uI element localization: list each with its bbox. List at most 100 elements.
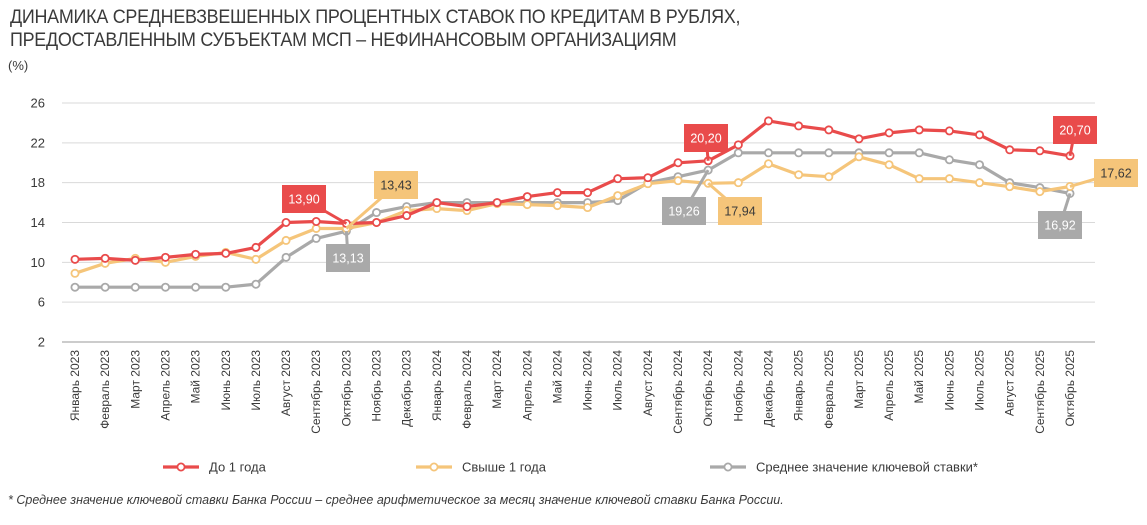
x-tick-label: Сентябрь 2025: [1033, 350, 1047, 434]
legend-label: Среднее значение ключевой ставки*: [756, 460, 978, 475]
data-point: [552, 201, 562, 211]
data-point: [372, 208, 382, 218]
footnote: * Среднее значение ключевой ставки Банка…: [8, 493, 784, 507]
data-point: [884, 128, 894, 138]
data-point: [432, 198, 442, 208]
x-tick-label: Май 2024: [550, 350, 564, 404]
x-tick-label: Июнь 2023: [219, 350, 233, 411]
callout-box: [1094, 159, 1138, 187]
data-point: [613, 174, 623, 184]
data-point: [522, 192, 532, 202]
data-point: [221, 282, 231, 292]
chart-title-line2: ПРЕДОСТАВЛЕННЫМ СУБЪЕКТАМ МСП – НЕФИНАНС…: [10, 29, 677, 51]
y-tick-label: 2: [38, 335, 45, 350]
data-point: [492, 198, 502, 208]
data-label: 13,43: [380, 179, 411, 193]
data-label: 19,26: [668, 205, 699, 219]
x-tick-label: Ноябрь 2023: [370, 350, 384, 422]
data-point: [191, 249, 201, 259]
data-point: [794, 148, 804, 158]
callout-box: [718, 197, 762, 225]
x-tick-label: Июль 2023: [249, 350, 263, 411]
data-point: [281, 217, 291, 227]
series-line: [74, 155, 1071, 275]
data-point: [824, 125, 834, 135]
data-point: [70, 254, 80, 264]
data-point: [402, 211, 412, 221]
x-tick-label: Июль 2025: [973, 350, 987, 411]
series-line: [75, 151, 1071, 289]
data-point: [1035, 187, 1045, 197]
chart-title: ДИНАМИКА СРЕДНЕВЗВЕШЕННЫХ ПРОЦЕНТНЫХ СТА…: [10, 6, 740, 52]
data-point: [191, 282, 201, 292]
data-point: [733, 140, 743, 150]
legend-label: До 1 года: [209, 460, 267, 475]
x-tick-label: Сентябрь 2024: [671, 350, 685, 434]
x-tick-label: Сентябрь 2023: [309, 350, 323, 434]
data-point: [70, 282, 80, 292]
x-tick-label: Февраль 2023: [98, 350, 112, 429]
x-tick-label: Январь 2024: [430, 350, 444, 421]
data-point: [854, 152, 864, 162]
x-tick-label: Август 2024: [641, 350, 655, 416]
x-tick-label: Июль 2024: [611, 350, 625, 411]
data-point: [130, 282, 140, 292]
data-point: [613, 191, 623, 201]
data-label: 13,13: [332, 252, 363, 266]
data-point: [160, 252, 170, 262]
x-tick-label: Апрель 2025: [882, 350, 896, 421]
data-point: [975, 178, 985, 188]
y-tick-label: 14: [31, 215, 45, 230]
data-point: [763, 148, 773, 158]
data-point: [311, 233, 321, 243]
callout-box: [684, 124, 728, 152]
legend-label: Свыше 1 года: [462, 460, 547, 475]
data-point: [643, 173, 653, 183]
callout-box: [1053, 116, 1097, 144]
x-tick-label: Май 2023: [189, 350, 203, 404]
y-tick-label: 22: [31, 135, 45, 150]
data-point: [100, 253, 110, 263]
data-point: [733, 178, 743, 188]
data-label: 17,94: [724, 205, 755, 219]
series-line: [74, 119, 1071, 262]
data-point: [884, 160, 894, 170]
callout-box: [374, 171, 418, 199]
data-point: [944, 155, 954, 165]
legend-marker: [429, 462, 439, 472]
x-tick-label: Октябрь 2023: [339, 350, 353, 427]
data-point: [1005, 145, 1015, 155]
callout-box: [282, 185, 326, 213]
data-label: 20,20: [690, 132, 721, 146]
data-point: [673, 176, 683, 186]
x-tick-label: Август 2023: [279, 350, 293, 416]
x-tick-label: Август 2025: [1003, 350, 1017, 416]
data-point: [251, 254, 261, 264]
chart-title-line1: ДИНАМИКА СРЕДНЕВЗВЕШЕННЫХ ПРОЦЕНТНЫХ СТА…: [10, 6, 741, 28]
x-tick-label: Март 2024: [490, 350, 504, 409]
data-point: [794, 121, 804, 131]
x-tick-label: Апрель 2023: [158, 350, 172, 421]
x-tick-label: Июнь 2025: [942, 350, 956, 411]
data-point: [251, 279, 261, 289]
data-point: [221, 248, 231, 258]
x-tick-label: Январь 2025: [792, 350, 806, 421]
data-point: [311, 217, 321, 227]
x-tick-label: Январь 2023: [68, 350, 82, 421]
data-point: [914, 148, 924, 158]
data-point: [914, 125, 924, 135]
data-label: 20,70: [1059, 124, 1090, 138]
data-point: [854, 134, 864, 144]
legend-marker: [176, 462, 186, 472]
x-tick-label: Ноябрь 2024: [731, 350, 745, 422]
data-point: [281, 235, 291, 245]
x-tick-label: Октябрь 2025: [1063, 350, 1077, 427]
callout-box: [326, 244, 370, 272]
data-point: [944, 126, 954, 136]
data-point: [914, 174, 924, 184]
data-point: [944, 174, 954, 184]
data-label: 13,90: [288, 193, 319, 207]
data-point: [251, 242, 261, 252]
data-point: [794, 170, 804, 180]
x-tick-label: Декабрь 2024: [761, 350, 775, 427]
